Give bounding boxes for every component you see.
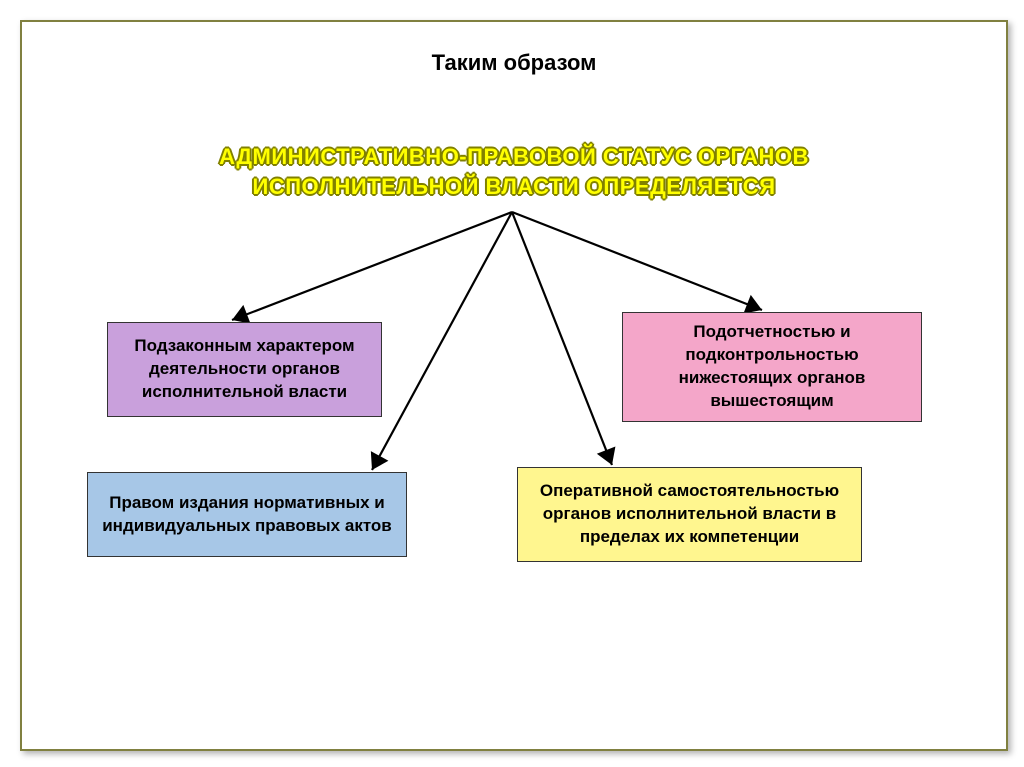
subtitle-line1: АДМИНИСТРАТИВНО-ПРАВОВОЙ СТАТУС ОРГАНОВ xyxy=(219,144,809,169)
box-sublaw: Подзаконным характером деятельности орга… xyxy=(107,322,382,417)
box-normative: Правом издания нормативных и индивидуаль… xyxy=(87,472,407,557)
subtitle: АДМИНИСТРАТИВНО-ПРАВОВОЙ СТАТУС ОРГАНОВ … xyxy=(22,142,1006,201)
content-frame: Таким образом АДМИНИСТРАТИВНО-ПРАВОВОЙ С… xyxy=(20,20,1008,751)
title-top: Таким образом xyxy=(22,50,1006,76)
box-operational: Оперативной самостоятельностью органов и… xyxy=(517,467,862,562)
subtitle-line2: ИСПОЛНИТЕЛЬНОЙ ВЛАСТИ ОПРЕДЕЛЯЕТСЯ xyxy=(253,174,776,199)
box-accountability: Подотчетностью и подконтрольностью нижес… xyxy=(622,312,922,422)
slide-frame: Таким образом АДМИНИСТРАТИВНО-ПРАВОВОЙ С… xyxy=(0,0,1024,767)
